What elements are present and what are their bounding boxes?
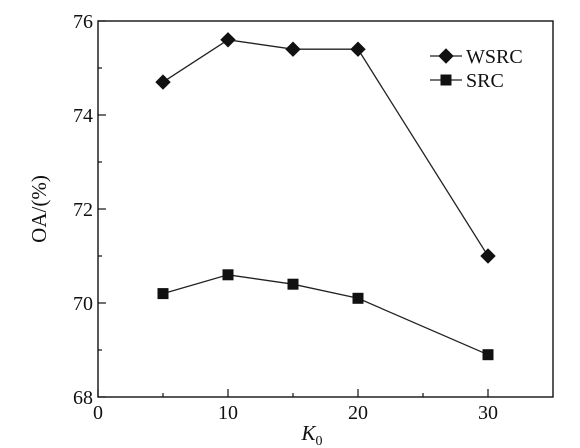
series-line-wsrc: [162, 39, 489, 257]
legend-label-wsrc: WSRC: [466, 46, 523, 68]
series-line-src: [162, 274, 489, 356]
data-point-src: [157, 288, 169, 300]
y-tick-label: 68: [73, 387, 93, 409]
x-axis-title-main: K: [300, 421, 316, 445]
data-point-src: [222, 269, 234, 281]
x-axis-title-subscript: 0: [316, 434, 323, 448]
data-point-wsrc: [220, 32, 236, 48]
y-tick-label: 72: [73, 199, 93, 221]
data-series: [155, 32, 496, 361]
legend-marker-wsrc: [438, 48, 454, 64]
legend-marker-src: [440, 74, 452, 86]
y-tick-labels: 68 70 72 74 76: [73, 11, 93, 409]
y-axis-title: OA/(%): [27, 175, 51, 243]
axis-ticks: [97, 20, 489, 398]
x-tick-label: 0: [93, 402, 103, 424]
x-tick-labels: 0 10 20 30: [93, 402, 498, 424]
data-point-wsrc: [480, 248, 496, 264]
x-tick-label: 10: [218, 402, 238, 424]
legend: WSRC SRC: [430, 46, 523, 92]
data-point-wsrc: [350, 41, 366, 57]
legend-label-src: SRC: [466, 70, 504, 92]
data-point-src: [352, 292, 364, 304]
x-tick-label: 30: [478, 402, 498, 424]
y-tick-label: 70: [73, 293, 93, 315]
data-point-wsrc: [155, 74, 171, 90]
data-point-wsrc: [285, 41, 301, 57]
data-point-src: [287, 278, 299, 290]
y-tick-label: 74: [73, 105, 93, 127]
x-axis-title: K0: [300, 421, 322, 448]
x-tick-label: 20: [348, 402, 368, 424]
legend-symbol-wsrc: [438, 48, 454, 64]
y-tick-label: 76: [73, 11, 93, 33]
data-point-src: [482, 349, 494, 361]
legend-symbol-src: [440, 74, 452, 86]
